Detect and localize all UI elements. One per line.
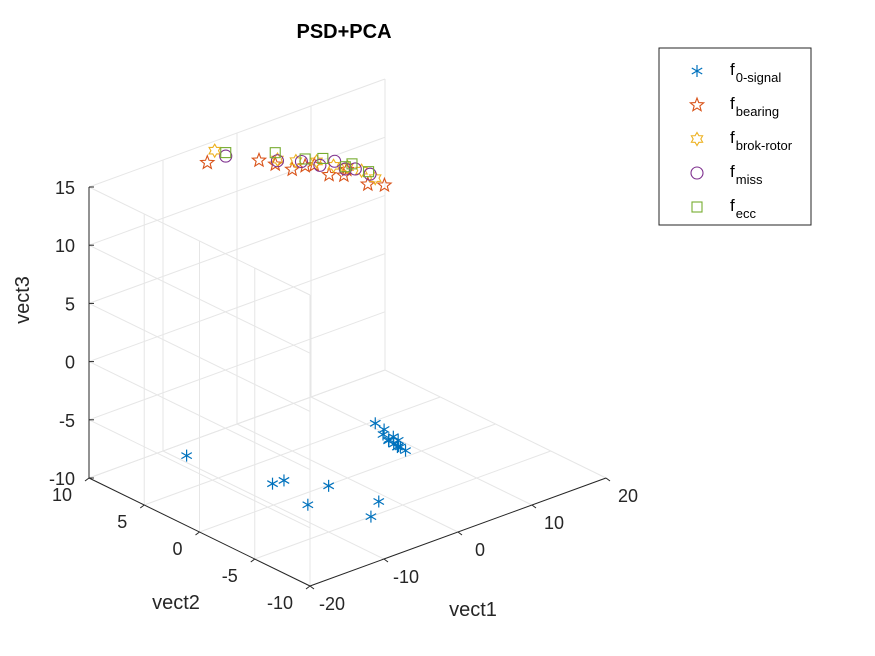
legend-entry: fmiss [730,162,763,187]
x-axis-label: vect1 [449,599,497,621]
y-axis-label: vect2 [152,592,200,614]
data-point [376,176,393,193]
legend-box [658,47,812,226]
data-point [359,175,376,192]
data-point [355,163,369,179]
data-point [317,152,329,165]
legend-entry: fecc [730,196,756,221]
y-tick-mark [139,504,145,509]
grid-line [88,361,311,471]
grid-line [144,396,441,506]
data-point [377,428,389,441]
data-point [266,477,279,490]
data-point [365,510,377,523]
y-tick-label: 10 [52,485,72,505]
data-point [309,153,324,169]
z-tick-label: -10 [49,469,75,489]
data-point [320,166,338,182]
y-tick-label: 5 [117,512,127,532]
data-point [284,160,301,177]
legend-entry: fbrok-rotor [730,128,793,153]
grid-line [88,419,311,529]
grid-line [88,369,386,479]
data-point [392,434,404,447]
y-tick-mark [84,477,90,482]
z-tick-label: 5 [65,294,75,314]
legend-entry: f0-signal [730,60,781,85]
series-4 [220,147,375,178]
data-point [302,498,314,511]
data-point [270,152,285,168]
data-point [269,147,281,159]
data-points [181,143,412,523]
data-point [335,166,352,183]
grid-line [88,186,311,296]
data-point [278,474,290,487]
data-point [250,151,268,168]
x-tick-label: -20 [319,594,345,614]
series-1 [199,151,393,193]
data-point [400,444,412,457]
data-point [368,170,382,186]
grid-line [88,244,311,354]
x-tick-mark [309,585,315,590]
x-tick-mark [457,531,463,536]
grid-line [254,450,551,560]
grid-line [88,253,386,363]
legend-marker [690,131,704,147]
legend: f0-signal fbearing fbrok-rotor fmiss fecc [658,47,812,226]
legend-marker [688,96,706,112]
x-tick-label: 20 [618,486,638,506]
x-tick-label: 10 [544,513,564,533]
legend-marker [691,65,703,77]
data-point [369,417,381,430]
y-tick-label: -10 [267,593,293,613]
y-tick-mark [305,585,311,590]
data-point [220,147,232,159]
data-point [346,158,358,170]
y-tick-label: 0 [172,539,182,559]
grid-line [88,311,386,421]
grid-line [88,78,386,188]
data-point [373,495,385,508]
z-tick-label: 15 [55,178,75,198]
data-point [181,449,193,462]
z-axis-label: vect3 [12,276,34,324]
grid-line [199,423,496,533]
grid-line [88,302,311,412]
legend-marker [691,201,703,213]
x-tick-mark [531,504,537,509]
y-tick-label: -5 [222,566,238,586]
legend-entry: fbearing [730,94,779,119]
z-tick-label: 0 [65,353,75,373]
data-point [199,154,216,170]
data-point [294,154,308,169]
data-point [339,161,351,173]
data-point [267,155,284,172]
y-tick-mark [195,531,200,536]
data-point [394,440,406,453]
data-point [289,153,303,169]
data-point [383,434,395,447]
chart-title: PSD+PCA [296,21,391,43]
z-tick-label: 10 [55,236,75,256]
y-tick-mark [250,558,256,563]
data-point [323,479,335,492]
grid-line [88,194,386,304]
data-point [313,158,327,172]
z-tick-label: -5 [59,411,75,431]
x-tick-mark [383,558,389,563]
x-tick-mark [605,477,611,482]
x-tick-label: -10 [393,567,419,587]
data-point [299,153,311,165]
data-point [363,166,375,178]
x-tick-label: 0 [475,540,485,560]
axis-lines [84,186,611,590]
series-0 [181,417,412,523]
legend-marker [690,166,704,180]
data-point [219,149,233,163]
data-point [270,154,285,168]
